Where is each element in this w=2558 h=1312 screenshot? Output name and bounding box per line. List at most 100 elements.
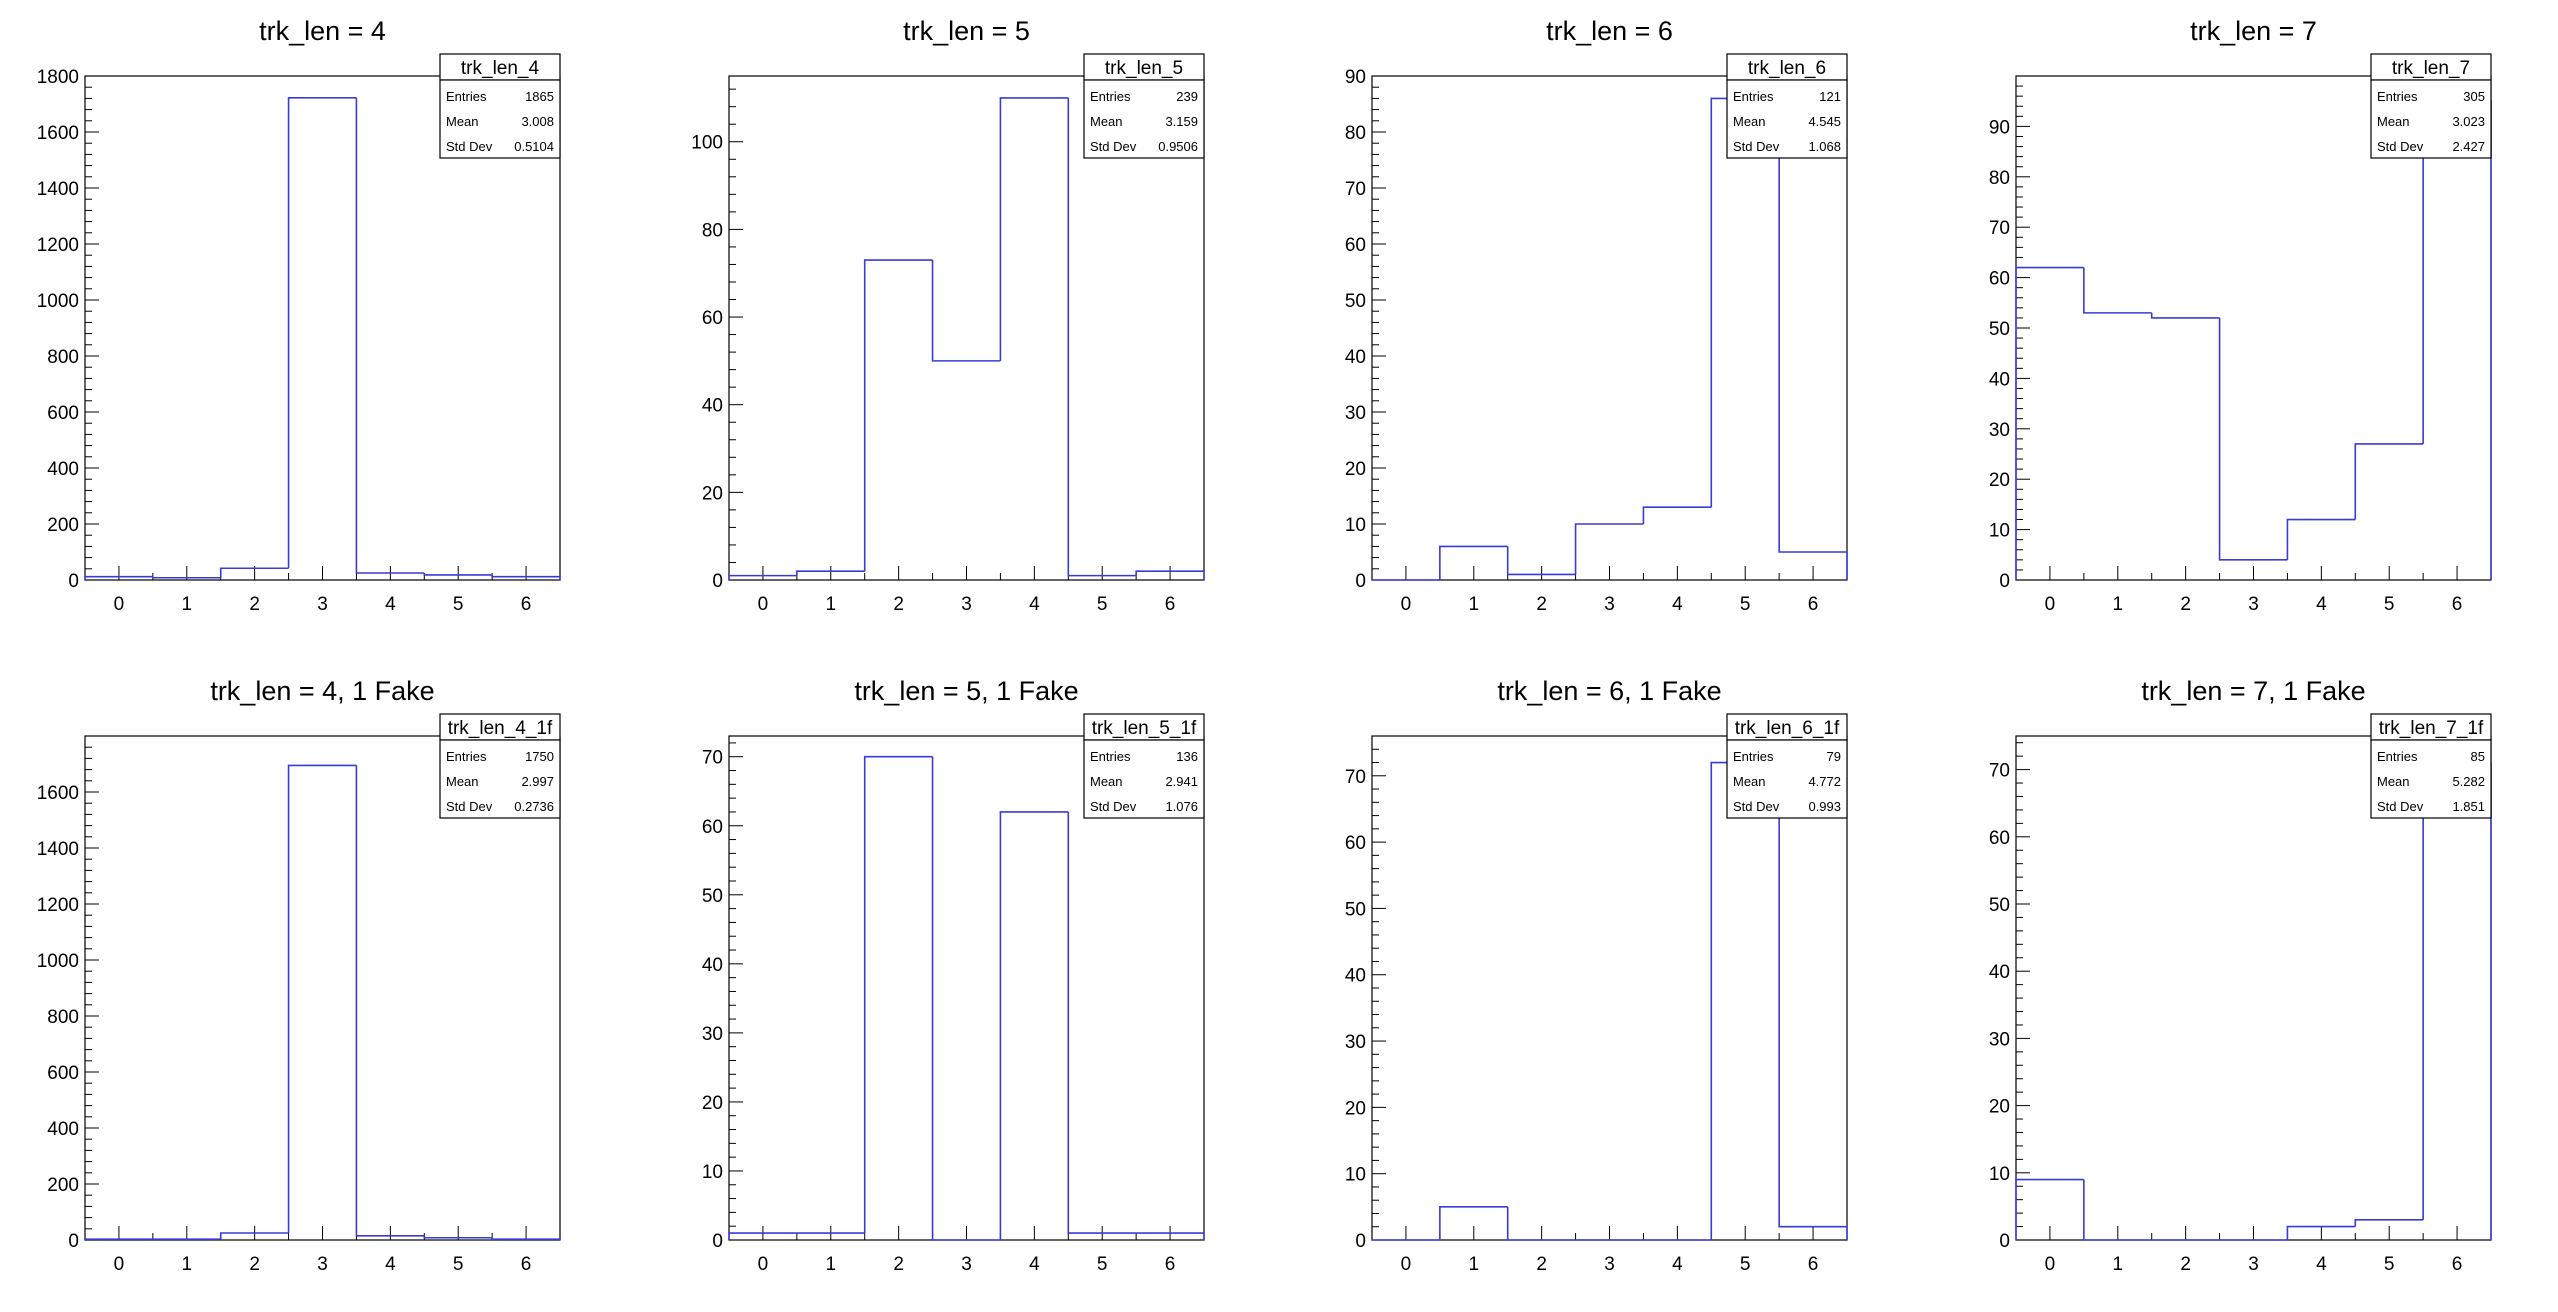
histogram-bin [355, 765, 425, 1237]
y-tick-label: 0 [68, 571, 79, 592]
x-tick-label: 5 [1740, 594, 1751, 615]
stats-entries-label: Entries [2377, 749, 2418, 764]
x-tick-label: 3 [1604, 1254, 1615, 1275]
histogram-bin [2354, 1219, 2424, 1227]
histogram-panel: trk_len = 5 0 20 40 60 80 100 0 1 2 3 4 5 6 trk_len_5 E… [691, 16, 1205, 615]
x-tick-label: 6 [1165, 594, 1176, 615]
x-tick-label: 1 [181, 594, 192, 615]
stats-mean-label: Mean [1733, 774, 1766, 789]
y-tick-label: 1200 [37, 235, 79, 256]
stats-entries-value: 79 [1827, 749, 1841, 764]
y-tick-label: 1400 [37, 179, 79, 200]
histogram-bin [999, 811, 1069, 1240]
histogram-panel: trk_len = 4, 1 Fake020040060080010001200… [37, 676, 561, 1275]
histogram-bin [2422, 100, 2492, 580]
stats-box-header [1083, 713, 1205, 741]
x-tick-label: 5 [1097, 1254, 1108, 1275]
y-tick-label: 1400 [37, 839, 79, 860]
x-tick-label: 3 [2248, 594, 2259, 615]
chart-title: trk_len = 5, 1 Fake [854, 676, 1078, 706]
stats-mean-value: 5.282 [2452, 774, 2485, 789]
histogram-bin [2083, 1179, 2152, 1241]
stats-box: trk_len_5 Entries 239 Mean 3.159 Std Dev 0.950… [1083, 53, 1205, 159]
stats-histogram-name: trk_len_4 [461, 58, 540, 79]
x-tick-label: 4 [1672, 594, 1683, 615]
y-tick-label: 50 [1345, 899, 1366, 920]
y-tick-label: 0 [1355, 571, 1366, 592]
stats-entries-value: 85 [2471, 749, 2485, 764]
y-tick-label: 10 [1989, 1164, 2010, 1185]
x-tick-label: 5 [2384, 1254, 2395, 1275]
stats-box: trk_len_4 Entries 1865 Mean 3.008 Std Dev 0.51… [439, 53, 561, 159]
x-tick-label: 0 [1401, 1254, 1412, 1275]
stats-histogram-name: trk_len_4_1f [448, 718, 553, 739]
stats-box-body [1726, 739, 1848, 819]
x-tick-label: 4 [2316, 1254, 2327, 1275]
y-tick-label: 400 [47, 1119, 79, 1140]
stats-mean-value: 4.772 [1808, 774, 1841, 789]
stats-histogram-name: trk_len_5 [1105, 58, 1183, 79]
y-tick-label: 10 [1989, 521, 2010, 542]
stats-mean-value: 4.545 [1808, 114, 1841, 129]
x-tick-label: 6 [521, 594, 532, 615]
y-tick-label: 50 [1989, 895, 2010, 916]
y-tick-label: 100 [691, 133, 723, 154]
y-tick-label: 50 [702, 886, 723, 907]
y-tick-label: 20 [1989, 1097, 2010, 1118]
stats-box-header [1726, 713, 1848, 741]
y-tick-label: 30 [1345, 403, 1366, 424]
histogram-bin [1710, 761, 1780, 1240]
histogram-bin [355, 97, 425, 574]
histogram-bin [1642, 506, 1712, 524]
histogram-bin [2422, 762, 2492, 1240]
x-tick-label: 4 [385, 594, 396, 615]
stats-histogram-name: trk_len_5_1f [1092, 718, 1197, 739]
y-tick-label: 1200 [37, 895, 79, 916]
stats-box: trk_len_7_1f Entries 85 Mean 5.282 Std Dev 1.8… [2370, 713, 2492, 819]
x-tick-label: 1 [2112, 594, 2123, 615]
histogram-panel: trk_len = 7 0 10 20 30 40 50 60 70 80 90 0 1 2 3 4 5 6 trk… [1989, 16, 2492, 615]
x-tick-label: 6 [1808, 1254, 1819, 1275]
y-tick-label: 10 [1345, 1165, 1366, 1186]
histogram-panel: trk_len = 6, 1 Fake 0 10 20 30 40 50 60 70 0 1 2 3 4 5… [1345, 676, 1848, 1275]
x-tick-label: 0 [1401, 594, 1412, 615]
x-tick-label: 3 [2248, 1254, 2259, 1275]
stats-box-body [1083, 739, 1205, 819]
histogram-bin [287, 764, 357, 1233]
y-tick-label: 60 [1989, 269, 2010, 290]
y-tick-label: 600 [47, 403, 79, 424]
stats-box-body [1726, 79, 1848, 159]
stats-entries-label: Entries [1090, 89, 1131, 104]
stats-box-header [439, 713, 561, 741]
histogram-bin [1778, 98, 1848, 580]
stats-std-dev-value: 1.068 [1808, 139, 1841, 154]
x-tick-label: 1 [1468, 1254, 1479, 1275]
stats-histogram-name: trk_len_6_1f [1735, 718, 1840, 739]
x-tick-label: 6 [2452, 1254, 2463, 1275]
chart-title: trk_len = 4, 1 Fake [210, 676, 434, 706]
stats-box-body [439, 739, 561, 819]
x-tick-label: 0 [2045, 1254, 2056, 1275]
y-tick-label: 1600 [37, 123, 79, 144]
stats-std-dev-label: Std Dev [446, 139, 493, 154]
stats-box-body [439, 79, 561, 159]
chart-title: trk_len = 4 [259, 16, 386, 46]
x-tick-label: 5 [1740, 1254, 1751, 1275]
y-tick-label: 60 [1989, 828, 2010, 849]
y-tick-label: 90 [1989, 117, 2010, 138]
histogram-bin [863, 755, 933, 1234]
x-tick-label: 2 [2180, 594, 2191, 615]
stats-std-dev-value: 2.427 [2452, 139, 2485, 154]
x-tick-label: 0 [758, 1254, 769, 1275]
histogram-bin [491, 574, 561, 580]
y-tick-label: 50 [1989, 319, 2010, 340]
y-tick-label: 0 [1999, 571, 2010, 592]
stats-mean-label: Mean [1733, 114, 1766, 129]
histogram-bin [1439, 1206, 1508, 1240]
histogram-bin [728, 1232, 797, 1240]
stats-box-body [2370, 739, 2492, 819]
histogram-bin [219, 567, 289, 578]
x-tick-label: 4 [1029, 1254, 1040, 1275]
y-tick-label: 40 [1989, 962, 2010, 983]
y-tick-label: 600 [47, 1063, 79, 1084]
